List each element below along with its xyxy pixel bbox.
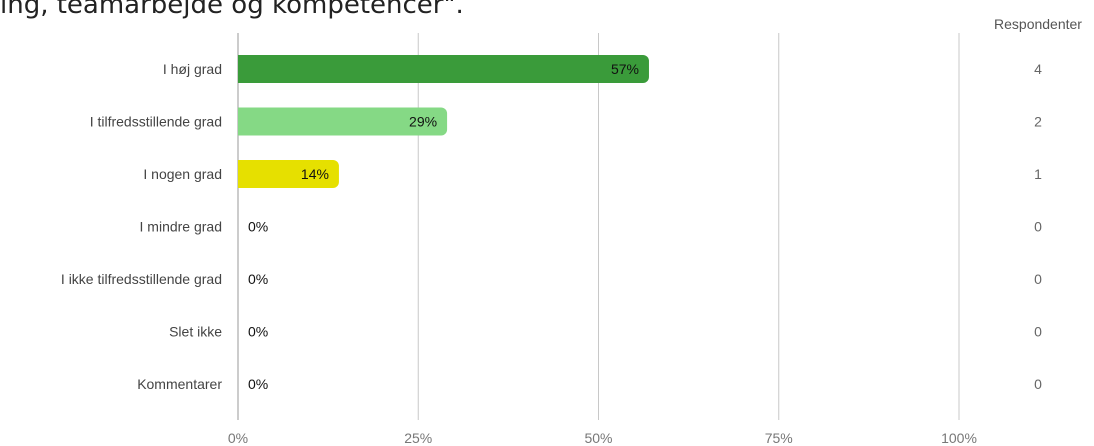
bar <box>238 107 448 136</box>
bar <box>238 160 339 188</box>
value-label: 29% <box>409 114 437 130</box>
chart-title: ing, teamarbejde og kompetencer". <box>0 0 464 20</box>
category-label: I tilfredsstillende grad <box>90 114 222 130</box>
respondent-count: 2 <box>1034 114 1042 130</box>
category-label: I ikke tilfredsstillende grad <box>61 271 222 287</box>
bar-left-edge <box>238 55 246 83</box>
bar-left-edge <box>238 160 246 188</box>
x-tick-label: 75% <box>765 430 793 446</box>
category-label: I høj grad <box>163 61 222 77</box>
bar <box>238 55 649 83</box>
respondent-count: 1 <box>1034 166 1042 182</box>
respondent-count: 0 <box>1034 376 1042 392</box>
bar-left-edge <box>238 107 246 136</box>
respondents-header: Respondenter <box>994 16 1082 32</box>
x-tick-label: 25% <box>404 430 432 446</box>
respondent-count: 0 <box>1034 271 1042 287</box>
category-label: Kommentarer <box>137 376 222 392</box>
category-label: I nogen grad <box>143 166 222 182</box>
value-label: 14% <box>301 166 329 182</box>
value-label: 0% <box>248 376 268 392</box>
respondent-count: 0 <box>1034 219 1042 235</box>
category-label: I mindre grad <box>140 219 222 235</box>
value-label: 0% <box>248 271 268 287</box>
category-label: Slet ikke <box>169 324 222 340</box>
x-tick-label: 100% <box>941 430 977 446</box>
value-label: 57% <box>611 61 639 77</box>
x-tick-label: 0% <box>228 430 248 446</box>
x-tick-label: 50% <box>584 430 612 446</box>
value-label: 0% <box>248 324 268 340</box>
respondent-count: 4 <box>1034 61 1042 77</box>
value-label: 0% <box>248 219 268 235</box>
respondent-count: 0 <box>1034 324 1042 340</box>
